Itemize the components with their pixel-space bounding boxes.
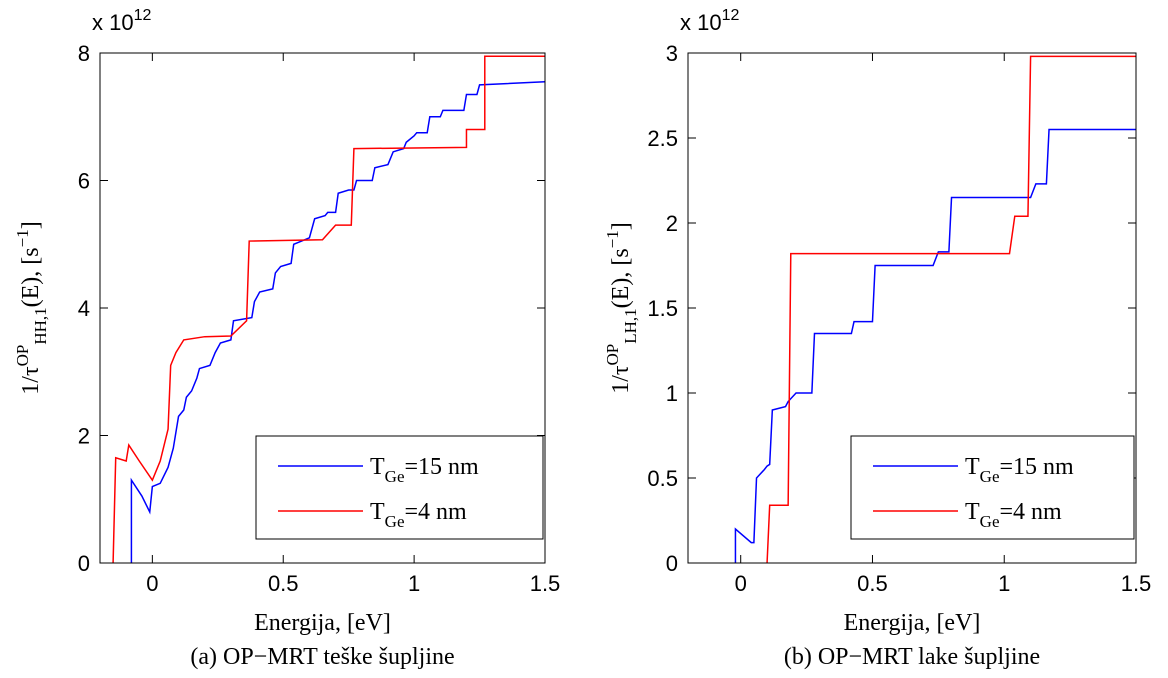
- legend-label-part: T: [370, 454, 385, 480]
- legend-label-part: =4 nm: [405, 499, 468, 525]
- legend-label-part: Ge: [385, 512, 405, 531]
- subplot: 0 0.5 1 1.5 2 2.5 3 0 0.5 1 1.5 x 1012 Energija, [eV…: [603, 7, 1151, 670]
- y-tick-label: 6: [78, 169, 90, 194]
- data-line: [766, 55, 1136, 564]
- y-label-part: 1/τ: [608, 365, 634, 394]
- y-label-part: (E), [s: [18, 247, 44, 307]
- y-tick-label: 0: [666, 551, 678, 576]
- caption: (a) OP−MRT teške šupljine: [190, 644, 454, 670]
- axis-multiplier: x 1012: [680, 7, 739, 35]
- y-axis-label: 1/τOPHH,1(E), [s−1]: [13, 221, 50, 394]
- multiplier-exponent: 12: [722, 7, 740, 24]
- x-tick-label: 1: [408, 571, 420, 596]
- y-tick-label: 2: [78, 424, 90, 449]
- x-tick-label: 0: [735, 571, 747, 596]
- x-tick-label: 1.5: [530, 571, 561, 596]
- axis-multiplier: x 1012: [92, 7, 151, 35]
- y-label-part: HH,1: [31, 307, 50, 344]
- y-label-part: −1: [603, 230, 622, 248]
- y-label-part: LH,1: [621, 308, 640, 343]
- legend-label-part: =15 nm: [405, 454, 480, 480]
- y-label-part: ]: [608, 222, 634, 230]
- x-tick-label: 0.5: [857, 571, 888, 596]
- legend-label: TGe=15 nm: [370, 454, 479, 486]
- legend-label: TGe=4 nm: [370, 499, 467, 531]
- multiplier-exponent: 12: [134, 7, 152, 24]
- y-label-part: (E), [s: [608, 248, 634, 308]
- legend-box: [850, 435, 1135, 540]
- legend-label-part: Ge: [980, 512, 1000, 531]
- x-tick-label: 1.5: [1121, 571, 1152, 596]
- legend-label-part: =4 nm: [1000, 499, 1063, 525]
- legend-label: TGe=4 nm: [965, 499, 1062, 531]
- y-label-part: ]: [18, 221, 44, 229]
- y-tick-label: 8: [78, 41, 90, 66]
- data-line: [734, 128, 1136, 563]
- x-axis-label: Energija, [eV]: [254, 610, 391, 636]
- y-tick-label: 1.5: [647, 296, 678, 321]
- y-label-part: OP: [603, 344, 622, 366]
- legend-label-part: Ge: [385, 467, 405, 486]
- x-tick-label: 0: [146, 571, 158, 596]
- caption: (b) OP−MRT lake šupljine: [784, 644, 1040, 670]
- legend-label-part: T: [965, 454, 980, 480]
- legend-label-part: Ge: [980, 467, 1000, 486]
- x-axis-label: Energija, [eV]: [844, 610, 981, 636]
- y-label-part: OP: [13, 345, 32, 367]
- y-tick-label: 1: [666, 381, 678, 406]
- y-tick-label: 2: [666, 211, 678, 236]
- y-tick-label: 4: [78, 296, 90, 321]
- multiplier-base: x 10: [92, 10, 134, 35]
- y-tick-label: 0: [78, 551, 90, 576]
- y-tick-label: 2.5: [647, 126, 678, 151]
- data-line: [112, 55, 545, 564]
- legend-label-part: T: [370, 499, 385, 525]
- data-line: [130, 80, 546, 563]
- y-tick-label: 0.5: [647, 466, 678, 491]
- multiplier-base: x 10: [680, 10, 722, 35]
- x-tick-label: 1: [998, 571, 1010, 596]
- legend-label-part: T: [965, 499, 980, 525]
- legend-box: [255, 435, 544, 540]
- legend-label: TGe=15 nm: [965, 454, 1074, 486]
- x-tick-label: 0.5: [268, 571, 299, 596]
- legend-label-part: =15 nm: [1000, 454, 1075, 480]
- y-axis-label: 1/τOPLH,1(E), [s−1]: [603, 222, 640, 394]
- subplot: 0 2 4 6 8 0 0.5 1 1.5 x 1012 Energija, [eV] (a) OP−…: [13, 7, 560, 670]
- y-label-part: −1: [13, 229, 32, 247]
- y-label-part: 1/τ: [18, 366, 44, 395]
- y-tick-label: 3: [666, 41, 678, 66]
